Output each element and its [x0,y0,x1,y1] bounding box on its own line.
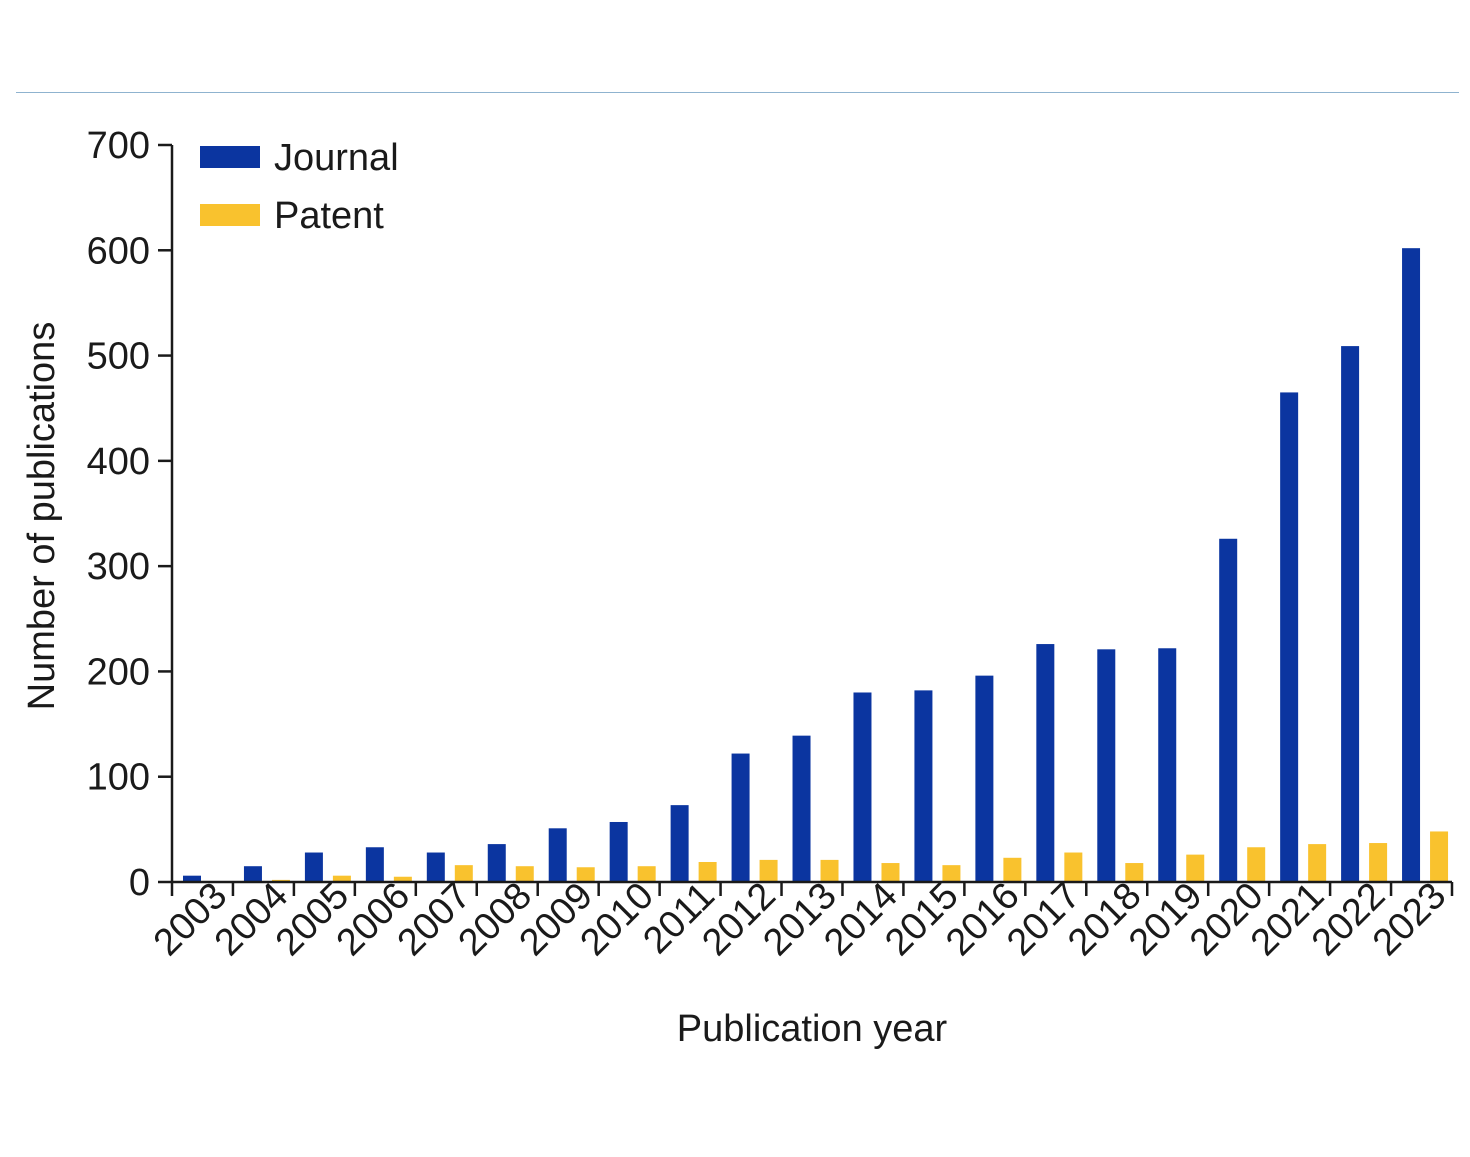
bar-journal-2006 [365,847,384,882]
bar-journal-2008 [487,844,506,882]
bar-patent-2005 [332,875,351,882]
bar-patent-2007 [454,865,473,882]
bars-group [183,248,1449,882]
bar-journal-2023 [1402,248,1421,882]
legend-swatch-journal [200,146,260,168]
y-tick-label: 300 [87,546,150,588]
bar-journal-2005 [304,852,323,882]
bar-patent-2023 [1430,831,1449,882]
legend-label-patent: Patent [274,195,384,237]
y-tick-label: 400 [87,441,150,483]
y-tick-label: 700 [87,125,150,167]
bar-journal-2022 [1341,346,1360,882]
bar-journal-2017 [1036,644,1055,882]
bar-journal-2009 [548,828,567,882]
bar-patent-2013 [820,859,839,882]
y-tick-label: 500 [87,336,150,378]
bar-patent-2017 [1064,852,1083,882]
bar-patent-2011 [698,861,717,882]
bar-journal-2015 [914,690,933,882]
y-tick-label: 600 [87,230,150,272]
legend-label-journal: Journal [274,137,399,179]
bar-journal-2020 [1219,538,1238,882]
bar-patent-2015 [942,865,961,882]
bar-patent-2014 [881,863,900,882]
bar-patent-2008 [515,866,534,882]
bar-journal-2018 [1097,649,1116,882]
bar-patent-2012 [759,859,778,882]
bar-journal-2012 [731,753,750,882]
bar-journal-2003 [183,875,201,882]
y-tick-label: 100 [87,757,150,799]
x-axis-title: Publication year [677,1008,948,1050]
bar-patent-2021 [1308,844,1327,882]
legend: Journal Patent [200,137,399,237]
y-tick-label: 200 [87,651,150,693]
y-tick-label: 0 [129,862,150,904]
bar-patent-2022 [1369,843,1388,882]
bar-journal-2007 [426,852,445,882]
bar-journal-2013 [792,735,811,882]
bar-journal-2016 [975,675,994,882]
bar-patent-2016 [1003,857,1022,882]
x-axis: 2003200420052006200720082009201020112012… [146,875,1455,964]
bar-journal-2019 [1158,648,1177,882]
bar-journal-2004 [243,866,262,882]
bar-patent-2019 [1186,854,1205,882]
legend-swatch-patent [200,204,260,226]
y-axis: 0 100 200 300 400 500 600 700 [87,125,174,904]
top-divider-line [16,92,1459,93]
bar-journal-2010 [609,821,628,882]
bar-journal-2011 [670,805,689,882]
bar-patent-2018 [1125,863,1144,882]
bar-patent-2006 [393,876,412,882]
bar-patent-2010 [637,866,656,882]
y-axis-title: Number of publications [21,322,63,711]
bar-patent-2020 [1247,847,1266,882]
bar-journal-2014 [853,692,872,882]
bar-journal-2021 [1280,392,1299,882]
bar-patent-2009 [576,867,595,882]
